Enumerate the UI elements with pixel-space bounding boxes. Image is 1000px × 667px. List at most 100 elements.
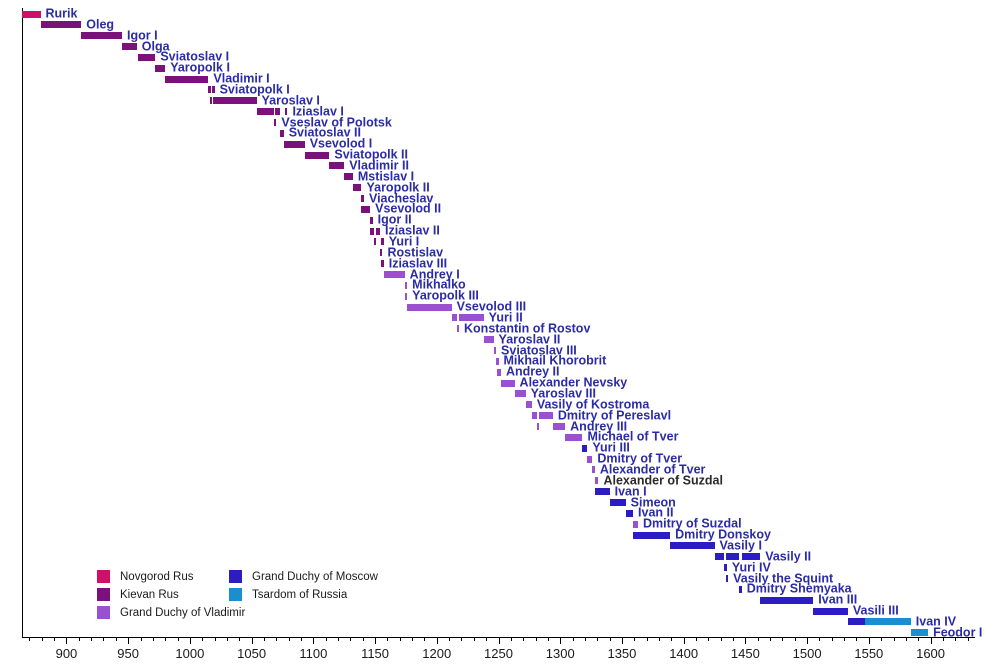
ruler-label[interactable]: Dmitry of Suzdal [642, 516, 742, 531]
reign-bar[interactable] [404, 292, 408, 300]
reign-bar[interactable] [725, 553, 740, 561]
ruler-label[interactable]: Simeon [630, 495, 676, 510]
reign-bar[interactable] [373, 238, 377, 246]
reign-bar[interactable] [633, 520, 638, 528]
reign-bar[interactable] [739, 585, 742, 593]
reign-bar[interactable] [552, 423, 566, 431]
reign-bar[interactable] [280, 129, 284, 137]
reign-bar[interactable] [633, 531, 671, 539]
reign-bar[interactable] [379, 249, 383, 257]
reign-bar[interactable] [741, 553, 761, 561]
ruler-label[interactable]: Rurik [45, 6, 78, 21]
reign-bar[interactable] [536, 423, 540, 431]
reign-bar[interactable] [483, 336, 494, 344]
reign-bar[interactable] [22, 10, 41, 18]
ruler-label[interactable]: Ivan II [638, 505, 674, 520]
reign-bar[interactable] [725, 575, 729, 583]
reign-bar[interactable] [329, 162, 345, 170]
reign-bar[interactable] [714, 553, 725, 561]
reign-bar[interactable] [381, 238, 384, 246]
reign-bar[interactable] [813, 607, 848, 615]
ruler-label[interactable]: Konstantin of Rostov [464, 321, 591, 336]
reign-bar[interactable] [865, 618, 911, 626]
ruler-label[interactable]: Ivan IV [915, 614, 957, 629]
reign-bar[interactable] [456, 325, 460, 333]
reign-bar[interactable] [352, 184, 362, 192]
ruler-label[interactable]: Yuri I [388, 234, 420, 249]
ruler-label[interactable]: Vasily I [719, 538, 762, 553]
ruler-label[interactable]: Andrey II [505, 364, 560, 379]
reign-bar[interactable] [361, 205, 371, 213]
ruler-label[interactable]: Yaropolk II [366, 180, 430, 195]
reign-bar[interactable] [539, 412, 553, 420]
ruler-label[interactable]: Dmitry Donskoy [675, 527, 771, 542]
ruler-label[interactable]: Dmitry of Pereslavl [557, 408, 672, 423]
ruler-label[interactable]: Andrey I [409, 267, 460, 282]
reign-bar[interactable] [208, 86, 211, 94]
reign-bar[interactable] [582, 444, 588, 452]
ruler-label[interactable]: Yaropolk III [412, 288, 479, 303]
ruler-label[interactable]: Vladimir I [213, 71, 270, 86]
ruler-label[interactable]: Yuri IV [731, 560, 771, 575]
reign-bar[interactable] [724, 564, 727, 572]
reign-bar[interactable] [81, 32, 122, 40]
reign-bar[interactable] [304, 151, 330, 159]
reign-bar[interactable] [344, 173, 353, 181]
reign-bar[interactable] [500, 379, 515, 387]
reign-bar[interactable] [370, 216, 373, 224]
reign-bar[interactable] [404, 281, 408, 289]
reign-bar[interactable] [760, 596, 814, 604]
reign-bar[interactable] [209, 97, 213, 105]
reign-bar[interactable] [40, 21, 82, 29]
reign-bar[interactable] [284, 108, 288, 116]
ruler-label[interactable]: Yaroslav I [261, 93, 320, 108]
ruler-label[interactable]: Iziaslav II [384, 223, 440, 238]
ruler-label[interactable]: Alexander Nevsky [519, 375, 628, 390]
ruler-label[interactable]: Andrey III [570, 419, 628, 434]
reign-bar[interactable] [383, 271, 405, 279]
ruler-label[interactable]: Iziaslav III [388, 256, 448, 271]
ruler-label[interactable]: Michael of Tver [587, 429, 679, 444]
reign-bar[interactable] [670, 542, 715, 550]
reign-bar[interactable] [514, 390, 526, 398]
reign-bar[interactable] [283, 140, 305, 148]
reign-bar[interactable] [496, 357, 499, 365]
ruler-label[interactable]: Yaroslav II [498, 332, 561, 347]
ruler-label[interactable]: Vsevolod I [309, 136, 373, 151]
ruler-label[interactable]: Yaroslav III [530, 386, 596, 401]
ruler-label[interactable]: Sviatopolk II [334, 147, 409, 162]
ruler-label[interactable]: Vasily II [765, 549, 812, 564]
reign-bar[interactable] [565, 433, 583, 441]
ruler-label[interactable]: Rostislav [387, 245, 444, 260]
ruler-label[interactable]: Igor II [377, 212, 412, 227]
reign-bar[interactable] [376, 227, 380, 235]
ruler-label[interactable]: Vasili III [852, 603, 899, 618]
reign-bar[interactable] [213, 97, 257, 105]
reign-bar[interactable] [458, 314, 484, 322]
reign-bar[interactable] [594, 488, 610, 496]
reign-bar[interactable] [138, 53, 156, 61]
reign-bar[interactable] [165, 75, 209, 83]
ruler-label[interactable]: Vladimir II [349, 158, 409, 173]
ruler-label[interactable]: Vsevolod II [375, 201, 442, 216]
ruler-label[interactable]: Ivan I [614, 484, 647, 499]
reign-bar[interactable] [592, 466, 595, 474]
ruler-label[interactable]: Dmitry of Tver [597, 451, 683, 466]
ruler-label[interactable]: Yuri II [488, 310, 523, 325]
reign-bar[interactable] [121, 43, 137, 51]
reign-bar[interactable] [155, 64, 166, 72]
reign-bar[interactable] [273, 119, 277, 127]
reign-bar[interactable] [587, 455, 593, 463]
ruler-label[interactable]: Iziaslav I [292, 104, 344, 119]
ruler-label[interactable]: Sviatoslav III [501, 343, 577, 358]
reign-bar[interactable] [594, 477, 599, 485]
reign-bar[interactable] [381, 260, 384, 268]
ruler-label[interactable]: Mstislav I [357, 169, 415, 184]
ruler-label[interactable]: Viacheslav [368, 191, 434, 206]
reign-bar[interactable] [625, 509, 634, 517]
ruler-label[interactable]: Vseslav of Polotsk [281, 115, 392, 130]
reign-bar[interactable] [525, 401, 532, 409]
reign-bar[interactable] [493, 347, 497, 355]
reign-bar[interactable] [497, 368, 501, 376]
ruler-label[interactable]: Dmitry Shemyaka [746, 581, 852, 596]
